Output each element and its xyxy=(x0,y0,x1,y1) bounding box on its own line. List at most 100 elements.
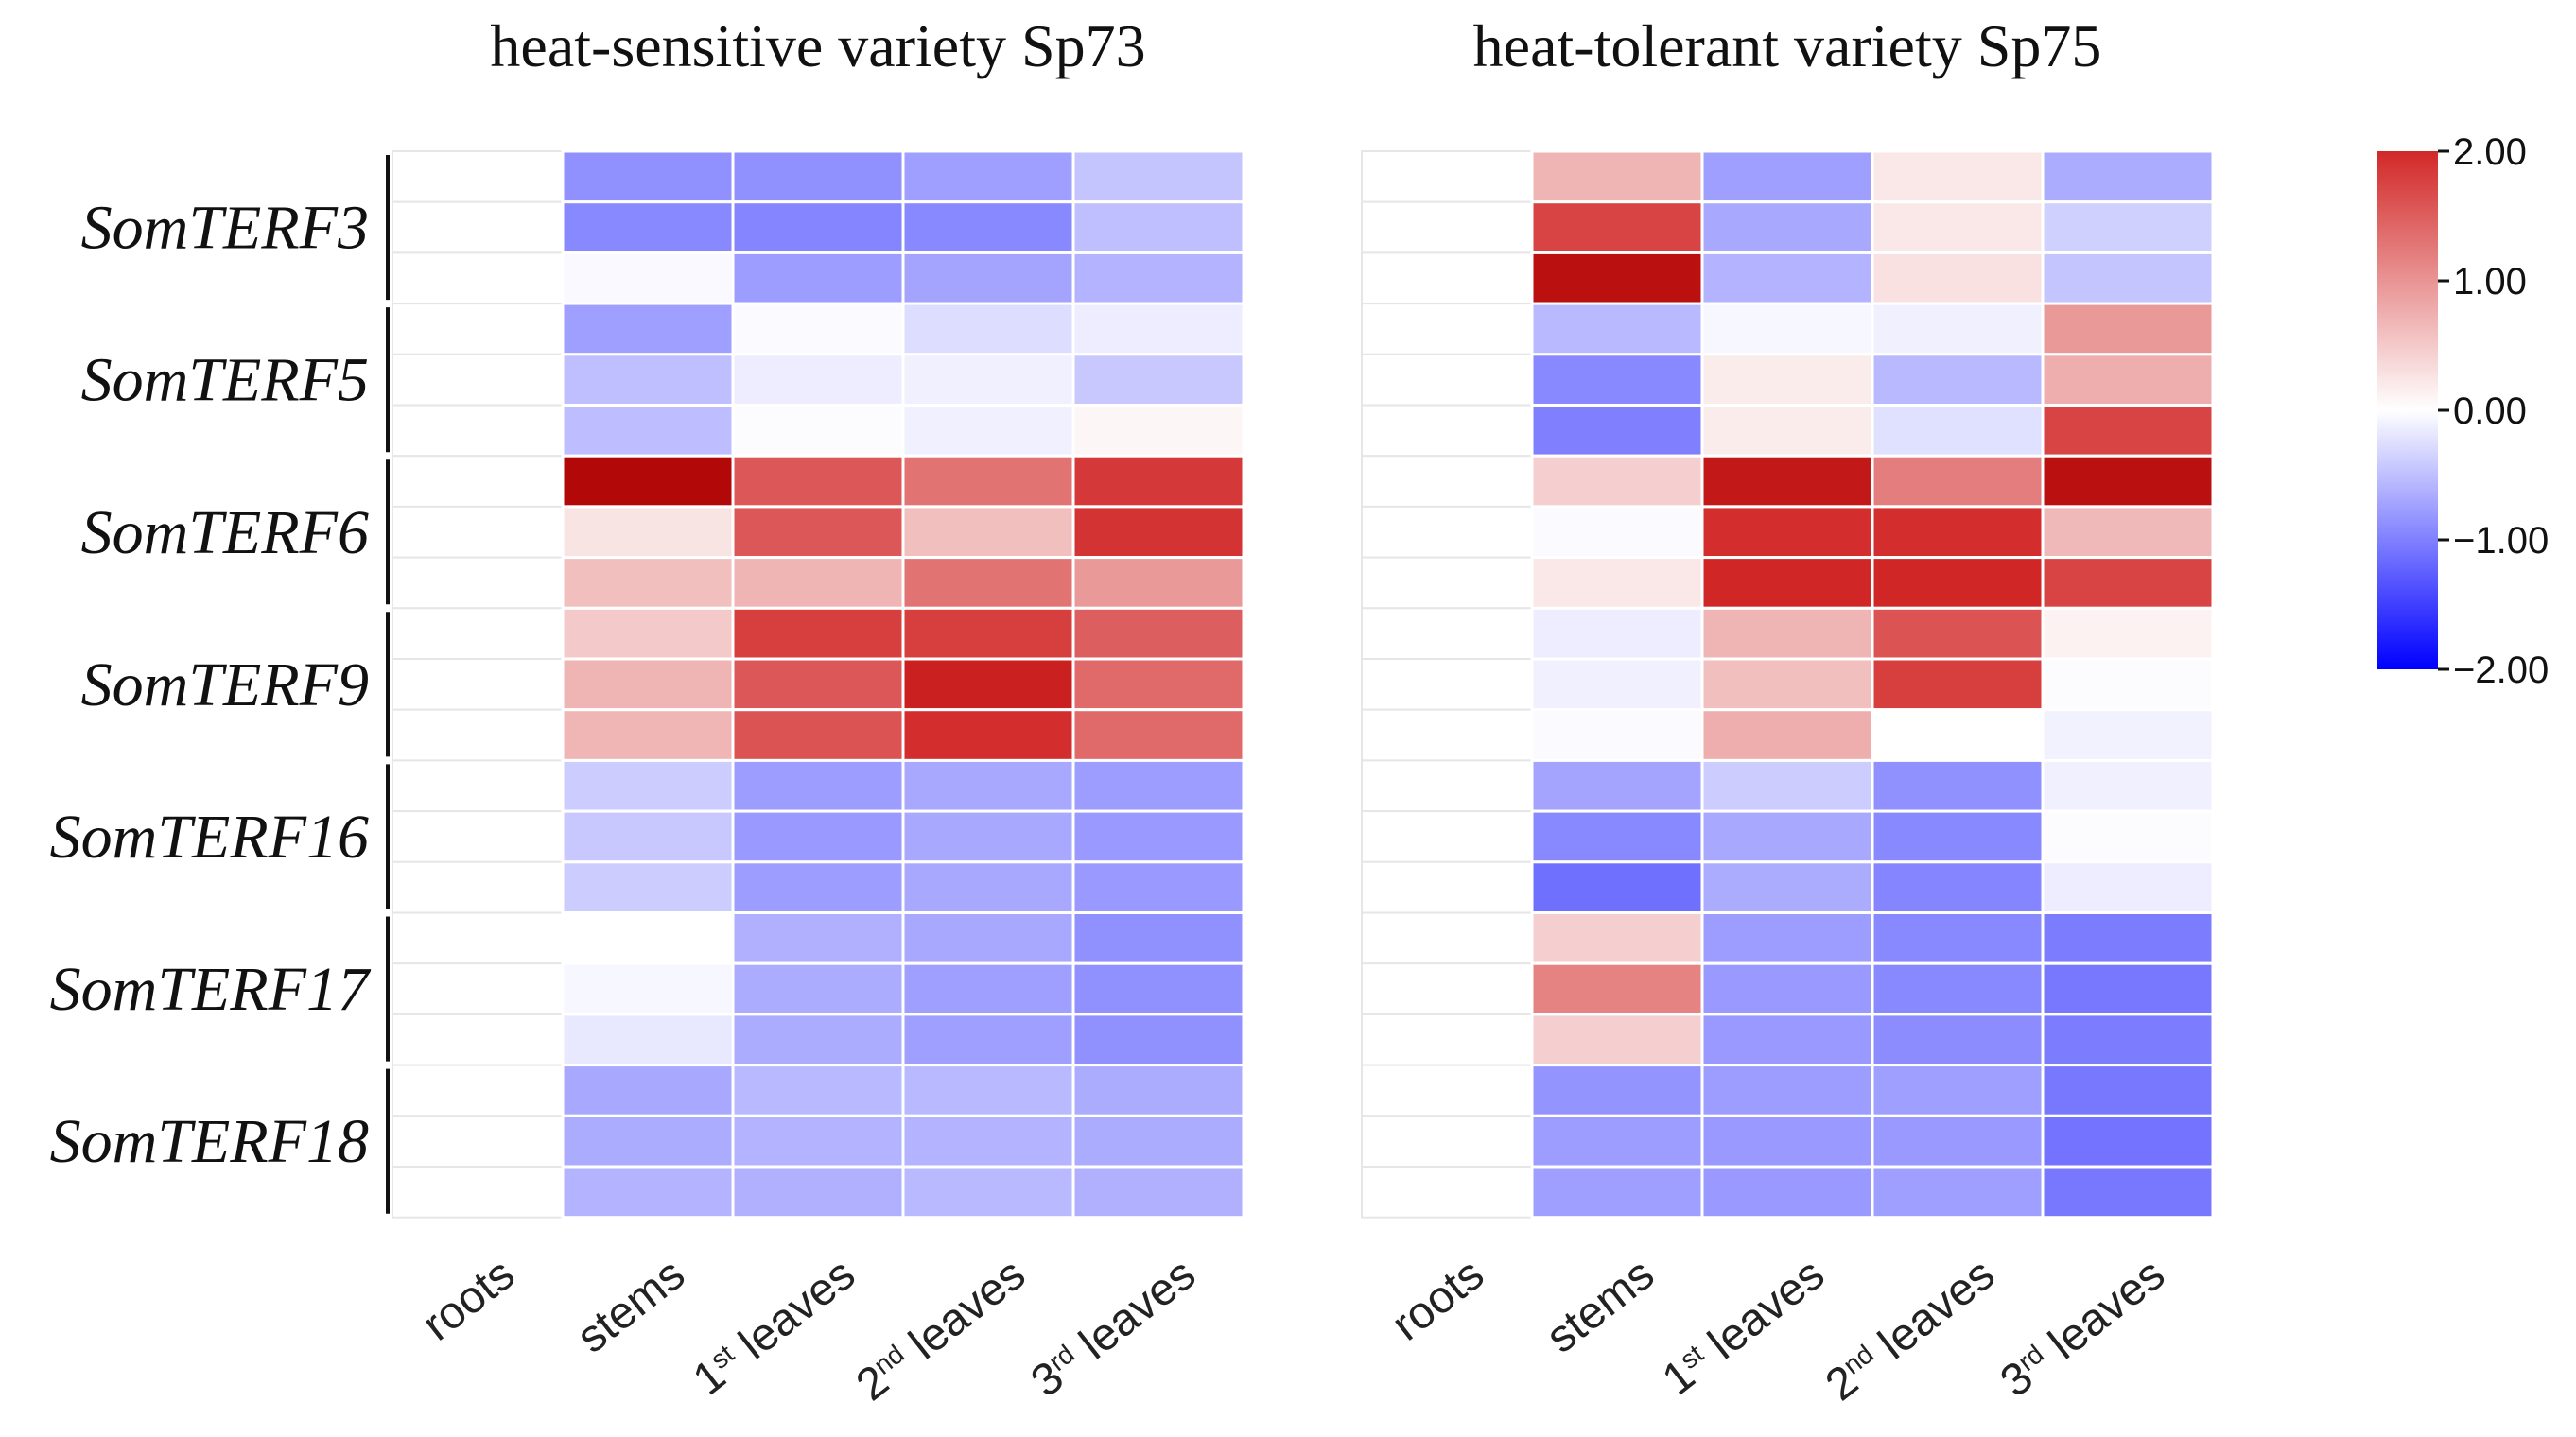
heatmap-cell xyxy=(1361,150,1533,203)
heatmap-cell xyxy=(1361,810,1533,863)
heatmap-cell xyxy=(1700,149,1874,204)
heatmap-cell xyxy=(392,251,564,305)
heatmap-cell xyxy=(901,1013,1075,1067)
heatmap-cell xyxy=(1361,455,1533,508)
x-tick-label: 2nd leaves xyxy=(1817,1249,2004,1411)
heatmap-cell xyxy=(1361,303,1533,355)
heatmap-cell xyxy=(1700,1165,1874,1220)
heatmap-cell xyxy=(1700,505,1874,560)
heatmap-cell xyxy=(901,302,1075,356)
heatmap-cell xyxy=(2041,149,2215,204)
heatmap-cell xyxy=(2041,1165,2215,1220)
colorbar-tick-label: −1.00 xyxy=(2453,520,2549,562)
heatmap-cell xyxy=(1700,454,1874,509)
x-tick-label: roots xyxy=(1383,1249,1493,1350)
panel-title: heat-tolerant variety Sp75 xyxy=(1473,12,2102,79)
heatmap-cell xyxy=(561,1114,735,1169)
heatmap-cell xyxy=(731,1013,905,1067)
heatmap-cell xyxy=(1871,353,2045,407)
heatmap-cell xyxy=(1700,1114,1874,1169)
heatmap-cell xyxy=(392,404,564,458)
heatmap-cell xyxy=(392,860,564,914)
heatmap-cell xyxy=(1700,1064,1874,1117)
heatmap-cell xyxy=(392,708,564,762)
heatmap-cell xyxy=(1871,404,2045,458)
gene-label: SomTERF17 xyxy=(50,955,372,1024)
colorbar: 2.00 1.00 0.00 −1.00 −2.00 xyxy=(2377,131,2549,691)
heatmap-cell xyxy=(1871,1013,2045,1067)
heatmap-cell xyxy=(1361,1115,1533,1169)
heatmap-cell xyxy=(1530,1165,1704,1220)
heatmap-cell xyxy=(901,606,1075,661)
heatmap-cell xyxy=(1071,1114,1245,1169)
heatmap-cell xyxy=(1871,809,2045,864)
heatmap-cell xyxy=(561,809,735,864)
heatmap-cell xyxy=(901,911,1075,965)
heatmap-cell xyxy=(901,1114,1075,1169)
heatmap-cell xyxy=(561,1165,735,1220)
heatmap-cell xyxy=(2041,454,2215,509)
heatmap-cell xyxy=(901,1165,1075,1220)
heatmap-cell xyxy=(1071,302,1245,356)
heatmap-cell xyxy=(731,1064,905,1117)
heatmap-cell xyxy=(2041,302,2215,356)
heatmap-cell xyxy=(1361,1013,1533,1066)
heatmap-cell xyxy=(1700,961,1874,1016)
heatmap-cell xyxy=(561,911,735,965)
heatmap-cell xyxy=(1530,200,1704,254)
heatmap-cell xyxy=(1361,911,1533,965)
heatmap-cell xyxy=(2041,758,2215,813)
heatmap-panel-1: heat-sensitive variety Sp73 roots stems1st… xyxy=(50,12,1245,1411)
heatmap-cell xyxy=(1700,860,1874,914)
heatmap-cell xyxy=(1071,911,1245,965)
heatmap-cell xyxy=(731,606,905,661)
heatmap-cell xyxy=(1071,657,1245,712)
heatmap-cell xyxy=(731,302,905,356)
heatmap-cell xyxy=(1071,708,1245,762)
heatmap-cell xyxy=(561,505,735,560)
heatmap-cell xyxy=(1530,809,1704,864)
heatmap-cell xyxy=(1361,1166,1533,1219)
heatmap-cell xyxy=(1871,708,2045,762)
heatmap-cell xyxy=(561,302,735,356)
heatmap-cell xyxy=(1871,1064,2045,1117)
heatmap-cell xyxy=(392,200,564,254)
x-tick-label: 1st leaves xyxy=(1653,1249,1834,1405)
heatmap-cell xyxy=(392,1166,564,1219)
heatmap-cell xyxy=(392,658,564,711)
heatmap-cell xyxy=(1700,353,1874,407)
heatmap-cell xyxy=(392,759,564,813)
gene-label: SomTERF16 xyxy=(50,803,369,872)
heatmap-cell xyxy=(731,556,905,610)
heatmap-cell xyxy=(731,1165,905,1220)
heatmap-cell xyxy=(1071,758,1245,813)
heatmap-cell xyxy=(1700,404,1874,458)
heatmap-cell xyxy=(1871,251,2045,305)
heatmap-cell xyxy=(2041,200,2215,254)
x-tick-label: 1st leaves xyxy=(684,1249,864,1405)
x-tick-label: stems xyxy=(568,1249,695,1363)
heatmap-cell xyxy=(561,556,735,610)
heatmap-cell xyxy=(731,404,905,458)
heatmap-cell xyxy=(561,657,735,712)
heatmap-cell xyxy=(1700,200,1874,254)
heatmap-cell xyxy=(1361,607,1533,660)
heatmap-cell xyxy=(901,454,1075,509)
x-tick-label: 3rd leaves xyxy=(1992,1249,2174,1407)
heatmap-cell xyxy=(2041,657,2215,712)
heatmap-cell xyxy=(392,455,564,508)
heatmap-cell xyxy=(901,149,1075,204)
heatmap-cell xyxy=(392,911,564,965)
heatmap-cell xyxy=(1700,556,1874,610)
heatmap-cell xyxy=(1361,505,1533,559)
heatmap-cell xyxy=(2041,606,2215,661)
heatmap-cell xyxy=(1700,911,1874,965)
heatmap-cell xyxy=(731,809,905,864)
colorbar-gradient xyxy=(2377,151,2438,669)
heatmap-cell xyxy=(2041,251,2215,305)
heatmap-cell xyxy=(901,556,1075,610)
heatmap-cell xyxy=(1700,758,1874,813)
heatmap-cell xyxy=(1361,759,1533,813)
heatmap-cell xyxy=(1530,302,1704,356)
heatmap-cell xyxy=(2041,404,2215,458)
